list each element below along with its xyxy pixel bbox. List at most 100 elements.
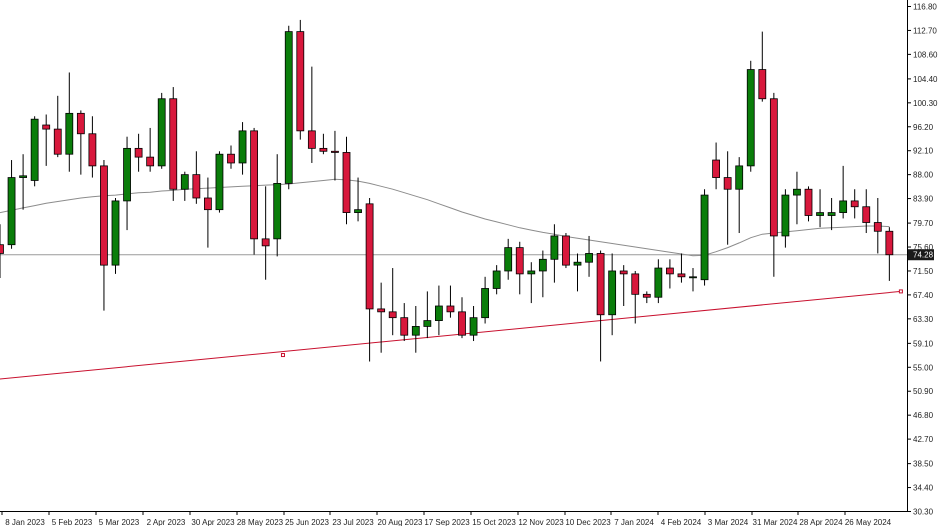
candle-body [492, 270, 501, 289]
candle [146, 127, 155, 172]
candle-body [192, 174, 201, 199]
x-tick-label: 8 Jan 2023 [5, 518, 45, 526]
candle [7, 160, 16, 249]
candle [769, 92, 778, 277]
trendline-end-handle[interactable] [898, 289, 903, 294]
candle [538, 250, 547, 298]
candle [423, 291, 432, 339]
y-tick-label: 30.30 [913, 508, 934, 517]
candle-body [585, 253, 593, 263]
candle-body [250, 130, 259, 240]
candle-body [76, 112, 85, 135]
candle-body [712, 159, 720, 178]
candle [712, 142, 720, 190]
candle [400, 303, 409, 342]
trendline[interactable] [0, 289, 903, 380]
candle-body [573, 261, 582, 266]
candle-body [100, 165, 108, 266]
trendline-segment[interactable] [0, 290, 901, 380]
y-axis: 116.80 112.70 108.60 104.40 100.30 96.20 92.10… [907, 3, 938, 517]
candle-body [307, 130, 316, 149]
candle [111, 197, 120, 274]
current-price-line: 74.28 [0, 249, 934, 261]
y-tick-label: 34.40 [913, 484, 934, 493]
x-tick-label: 12 Nov 2023 [518, 518, 564, 526]
candle [215, 151, 224, 213]
candle [689, 268, 697, 292]
candle-body [227, 153, 235, 164]
candle-body [827, 212, 836, 216]
candle [758, 31, 767, 102]
candle-body [527, 270, 536, 275]
candle-body [666, 267, 674, 275]
candle [781, 189, 790, 248]
candle [562, 233, 570, 269]
candle [631, 270, 640, 324]
candle-body [781, 194, 790, 237]
candle-body [446, 305, 455, 313]
trendline-anchor-handle[interactable] [280, 353, 285, 358]
candle-body [642, 293, 651, 298]
candle-body [862, 206, 871, 223]
candle-body [7, 177, 16, 246]
candle-body [434, 305, 443, 321]
candle-body [157, 98, 166, 167]
x-tick-label: 4 Feb 2024 [661, 518, 702, 526]
candle-body [793, 188, 801, 196]
candle-body [0, 244, 4, 254]
y-tick-label: 83.90 [913, 195, 934, 204]
candle-body [735, 165, 744, 190]
candle-body [342, 152, 351, 213]
candle [492, 265, 501, 295]
candle [411, 305, 420, 353]
candle-body [873, 222, 882, 232]
candle [816, 189, 824, 228]
y-tick-label: 71.50 [913, 267, 934, 276]
candle-body [19, 175, 28, 178]
candle [469, 305, 478, 342]
x-tick-label: 30 Apr 2023 [191, 518, 235, 526]
candle [307, 66, 316, 163]
candle-body [469, 317, 478, 336]
candle [331, 130, 339, 181]
candle-body [619, 270, 628, 275]
candle [365, 197, 374, 362]
x-tick-label: 15 Oct 2023 [472, 518, 516, 526]
x-tick-label: 31 Mar 2024 [753, 518, 798, 526]
candle [227, 145, 235, 169]
candle [793, 171, 801, 225]
candle-body [284, 31, 293, 184]
candle [596, 250, 605, 362]
candle [157, 92, 166, 169]
x-tick-label: 7 Jan 2024 [614, 518, 654, 526]
candle-body [400, 317, 409, 336]
candle-body [700, 194, 709, 281]
x-tick-label: 26 May 2024 [845, 518, 892, 526]
candle [319, 133, 328, 155]
y-tick-label: 112.70 [913, 26, 937, 35]
candle [250, 127, 259, 255]
candle [192, 151, 201, 204]
candle [203, 177, 212, 248]
candle-body [134, 147, 143, 158]
candle-body [816, 212, 824, 216]
candle [677, 253, 686, 283]
candle [342, 136, 351, 225]
candle-body [515, 247, 524, 275]
candle [827, 197, 836, 231]
candle [238, 122, 247, 175]
y-tick-label: 50.90 [913, 387, 934, 396]
x-tick-label: 2 Apr 2023 [147, 518, 186, 526]
candle [261, 186, 270, 280]
x-tick-label: 5 Mar 2023 [99, 518, 140, 526]
candle-body [596, 253, 605, 316]
candle [354, 177, 362, 222]
candle [723, 151, 732, 245]
candle-body [53, 128, 62, 155]
candle-body [538, 258, 547, 272]
x-tick-label: 28 May 2023 [237, 518, 284, 526]
x-tick-label: 3 Mar 2024 [708, 518, 749, 526]
candle-body [481, 288, 490, 319]
